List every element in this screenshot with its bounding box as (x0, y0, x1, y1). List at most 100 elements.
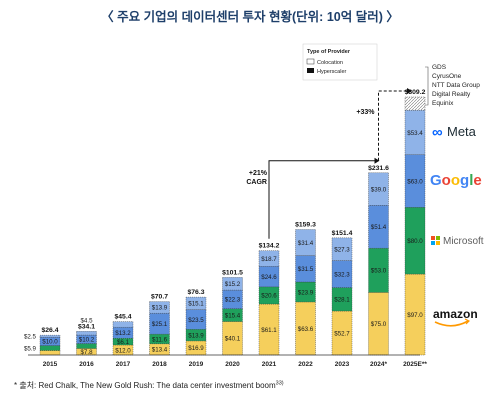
chart-title: 〈 주요 기업의 데이터센터 투자 현황(단위: 10억 달러) 〉 (101, 10, 399, 24)
cagr-label-percent: +21% (249, 170, 268, 177)
value-label-google-2023: $32.3 (334, 271, 350, 278)
footnote: * 출처: Red Chalk, The New Gold Rush: The … (14, 380, 284, 391)
value-label-amazon-2017: $12.0 (115, 347, 131, 354)
total-label-2025e: $309.2 (405, 89, 426, 96)
value-label-meta-2023: $27.3 (334, 247, 350, 254)
value-label-google-2025e: $63.0 (407, 178, 423, 185)
meta-logo: ∞ Meta (432, 124, 477, 141)
category-label-2025e: 2025E** (403, 361, 427, 368)
category-label-2017: 2017 (116, 361, 131, 368)
provider-ntt: NTT Data Group (432, 82, 480, 89)
value-label-amazon-2018: $13.4 (152, 347, 168, 354)
amazon-logo-text: amazon (433, 307, 478, 321)
total-label-2020: $101.5 (222, 269, 243, 276)
provider-cyrusone: CyrusOne (432, 73, 462, 80)
provider-legend: Type of Provider Colocation Hyperscaler (302, 43, 378, 81)
bar-amazon-2015 (39, 350, 61, 356)
value-label-google-2022: $31.5 (298, 266, 314, 273)
bar-meta-2021 (258, 250, 280, 267)
value-label-microsoft-2025e: $80.0 (407, 238, 423, 245)
value-label-microsoft-2020: $15.4 (225, 312, 241, 319)
microsoft-square-red (431, 236, 435, 240)
annotations-layer: +21% CAGR +33% (246, 88, 412, 239)
google-logo: Google (430, 172, 482, 189)
bar-meta-2023 (331, 237, 353, 261)
total-label-2017: $45.4 (114, 314, 131, 321)
cagr-arrow-head (374, 157, 380, 164)
value-label-meta-2025e: $53.4 (407, 130, 423, 137)
total-label-2022: $159.3 (295, 222, 316, 229)
value-label-amazon-2019: $16.9 (188, 345, 204, 352)
microsoft-square-green (436, 236, 440, 240)
meta-logo-text: Meta (447, 124, 477, 139)
value-label-microsoft-2023: $28.1 (334, 297, 350, 304)
value-label-meta-2024: $39.0 (371, 186, 387, 193)
bar-meta-2015 (39, 334, 61, 338)
total-label-2019: $76.3 (187, 289, 204, 296)
value-label-amazon-2024: $75.0 (371, 321, 387, 328)
value-label-microsoft-2017: $6.1 (117, 339, 130, 346)
bar-colocation-2025 (404, 96, 426, 111)
microsoft-logo: Microsoft (431, 236, 484, 247)
microsoft-square-blue (431, 241, 435, 245)
legend-swatch-colocation (306, 58, 315, 65)
value-label-google-2020: $22.3 (225, 297, 241, 304)
value-label-meta-2021: $18.7 (261, 256, 277, 263)
provider-bracket (425, 66, 429, 106)
total-label-2015: $26.4 (41, 327, 58, 334)
bar-meta-2017 (112, 321, 134, 328)
total-label-2018: $70.7 (151, 294, 168, 301)
outside-label-microsoft-2015: $5.9 (24, 345, 37, 352)
outside-label-meta-2015: $2.5 (24, 333, 37, 340)
provider-list: GDS CyrusOne NTT Data Group Digital Real… (425, 64, 480, 107)
value-label-google-2018: $25.1 (152, 321, 168, 328)
cagr-label-text: CAGR (246, 179, 267, 186)
value-label-google-2024: $51.4 (371, 224, 387, 231)
category-label-2020: 2020 (225, 361, 240, 368)
google-logo-text: Google (430, 172, 482, 189)
bar-meta-2020 (222, 277, 243, 291)
meta-logo-icon: ∞ (432, 124, 443, 141)
value-label-microsoft-2024: $53.0 (371, 268, 387, 275)
legend-frame (302, 43, 378, 81)
bar-meta-2016 (76, 331, 97, 336)
category-label-2018: 2018 (152, 361, 167, 368)
growth-label: +33% (356, 109, 375, 116)
value-label-meta-2020: $15.2 (225, 281, 241, 288)
footnote-text: * 출처: Red Chalk, The New Gold Rush: The … (14, 381, 276, 390)
value-label-google-2016: $10.2 (79, 337, 95, 344)
microsoft-logo-text: Microsoft (443, 236, 484, 247)
footnote-ref: 33) (275, 380, 284, 387)
category-label-2022: 2022 (298, 361, 313, 368)
microsoft-square-yellow (436, 241, 440, 245)
company-logos: ∞ Meta Google Microsoft amazon (430, 124, 484, 327)
provider-gds: GDS (432, 64, 447, 71)
bar-meta-2022 (295, 229, 316, 256)
value-label-google-2021: $24.6 (261, 274, 277, 281)
total-label-2021: $134.2 (259, 243, 280, 250)
bar-meta-2019 (185, 296, 207, 310)
provider-equinix: Equinix (432, 100, 454, 107)
legend-label-colocation: Colocation (317, 60, 343, 66)
value-label-amazon-2023: $52.7 (334, 330, 350, 337)
growth-arrow-line (378, 90, 407, 161)
provider-digital-realty: Digital Realty (432, 91, 471, 98)
bar-meta-2024 (368, 172, 389, 206)
value-label-amazon-2020: $40.1 (225, 336, 241, 343)
value-label-google-2015: $10.0 (42, 339, 58, 346)
value-label-microsoft-2022: $23.9 (298, 289, 314, 296)
value-label-amazon-2025e: $97.0 (407, 312, 423, 319)
value-label-amazon-2021: $61.1 (261, 327, 277, 334)
cagr-arrow-line (268, 160, 375, 239)
category-label-2016: 2016 (79, 361, 94, 368)
value-label-google-2017: $13.2 (115, 330, 131, 337)
category-label-2023: 2023 (335, 361, 350, 368)
value-label-amazon-2022: $63.6 (298, 326, 314, 333)
amazon-arrow-icon (464, 318, 471, 325)
total-label-2024: $231.6 (368, 165, 389, 172)
value-label-microsoft-2019: $13.9 (188, 332, 204, 339)
bar-microsoft-2016 (76, 343, 97, 349)
category-label-2021: 2021 (262, 361, 277, 368)
bar-microsoft-2015 (39, 345, 61, 351)
